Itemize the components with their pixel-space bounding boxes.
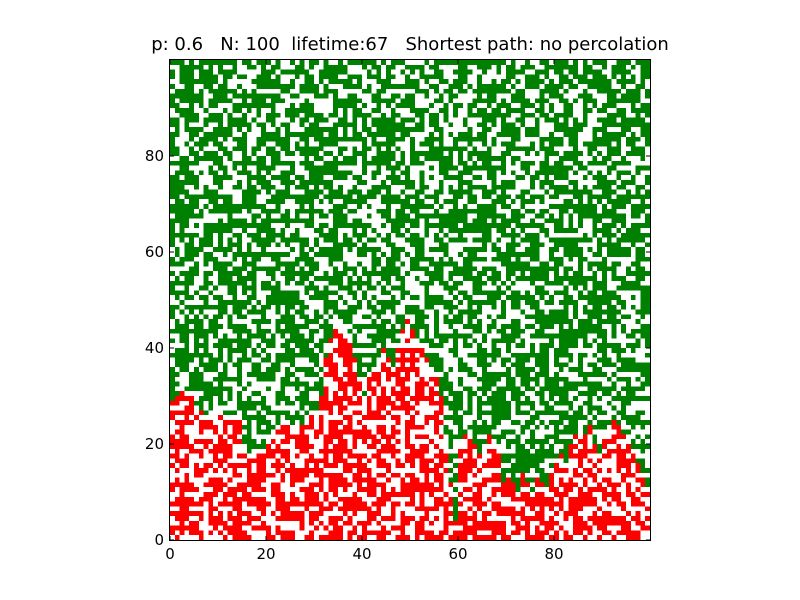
x-tick-label: 40 — [352, 545, 371, 563]
axes-frame — [169, 59, 651, 541]
y-tick-label: 20 — [145, 435, 164, 453]
x-tick-label: 20 — [256, 545, 275, 563]
y-tick-label: 80 — [145, 147, 164, 165]
x-tick-label: 60 — [448, 545, 467, 563]
x-tick-label: 0 — [165, 545, 175, 563]
axis-ticks: 0 20 40 60 80 0 20 40 60 80 — [145, 60, 650, 563]
x-tick-label: 80 — [544, 545, 563, 563]
y-tick-label: 0 — [154, 531, 164, 549]
y-tick-label: 60 — [145, 243, 164, 261]
occupied-cells — [170, 60, 650, 521]
chart-title: p: 0.6 N: 100 lifetime:67 Shortest path:… — [151, 34, 669, 55]
burnt-cells — [170, 319, 650, 540]
lattice-cells — [170, 60, 650, 540]
y-tick-label: 40 — [145, 339, 164, 357]
